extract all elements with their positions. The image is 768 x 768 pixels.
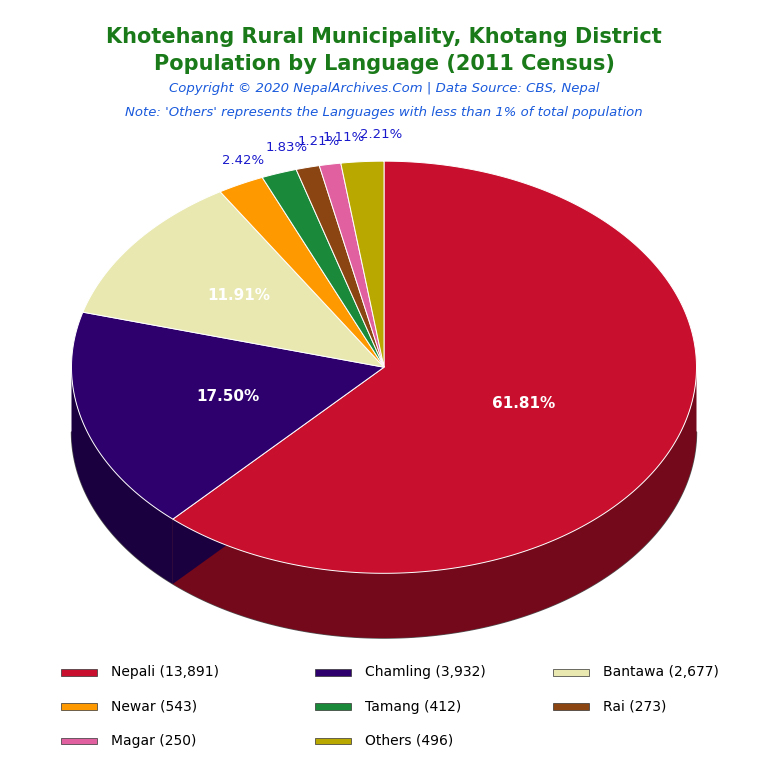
Polygon shape xyxy=(296,166,384,367)
Text: Nepali (13,891): Nepali (13,891) xyxy=(111,665,220,679)
Text: Magar (250): Magar (250) xyxy=(111,734,197,748)
FancyBboxPatch shape xyxy=(61,703,98,710)
Text: Bantawa (2,677): Bantawa (2,677) xyxy=(603,665,719,679)
Text: 2.21%: 2.21% xyxy=(359,128,402,141)
Text: 1.21%: 1.21% xyxy=(298,135,340,148)
Text: Note: 'Others' represents the Languages with less than 1% of total population: Note: 'Others' represents the Languages … xyxy=(125,106,643,119)
Polygon shape xyxy=(173,367,384,584)
Polygon shape xyxy=(71,432,697,638)
Text: 1.11%: 1.11% xyxy=(323,131,366,144)
FancyBboxPatch shape xyxy=(315,703,351,710)
Polygon shape xyxy=(83,192,384,367)
Text: 61.81%: 61.81% xyxy=(492,396,555,411)
Text: Tamang (412): Tamang (412) xyxy=(365,700,461,713)
Text: Rai (273): Rai (273) xyxy=(603,700,667,713)
Text: 2.42%: 2.42% xyxy=(222,154,264,167)
FancyBboxPatch shape xyxy=(315,669,351,676)
Text: Newar (543): Newar (543) xyxy=(111,700,197,713)
FancyBboxPatch shape xyxy=(553,669,589,676)
Polygon shape xyxy=(173,367,384,584)
Polygon shape xyxy=(263,170,384,367)
Text: Population by Language (2011 Census): Population by Language (2011 Census) xyxy=(154,54,614,74)
FancyBboxPatch shape xyxy=(61,737,98,744)
Polygon shape xyxy=(173,367,697,638)
Polygon shape xyxy=(319,163,384,367)
Polygon shape xyxy=(71,368,173,584)
Text: Khotehang Rural Municipality, Khotang District: Khotehang Rural Municipality, Khotang Di… xyxy=(106,27,662,47)
Polygon shape xyxy=(173,161,697,573)
Text: Chamling (3,932): Chamling (3,932) xyxy=(365,665,485,679)
Polygon shape xyxy=(341,161,384,367)
Text: Copyright © 2020 NepalArchives.Com | Data Source: CBS, Nepal: Copyright © 2020 NepalArchives.Com | Dat… xyxy=(169,82,599,95)
Polygon shape xyxy=(220,177,384,367)
Text: 1.83%: 1.83% xyxy=(266,141,307,154)
Text: 17.50%: 17.50% xyxy=(196,389,260,404)
FancyBboxPatch shape xyxy=(315,737,351,744)
FancyBboxPatch shape xyxy=(61,669,98,676)
Text: 11.91%: 11.91% xyxy=(207,288,270,303)
Polygon shape xyxy=(71,312,384,519)
FancyBboxPatch shape xyxy=(553,703,589,710)
Text: Others (496): Others (496) xyxy=(365,734,453,748)
